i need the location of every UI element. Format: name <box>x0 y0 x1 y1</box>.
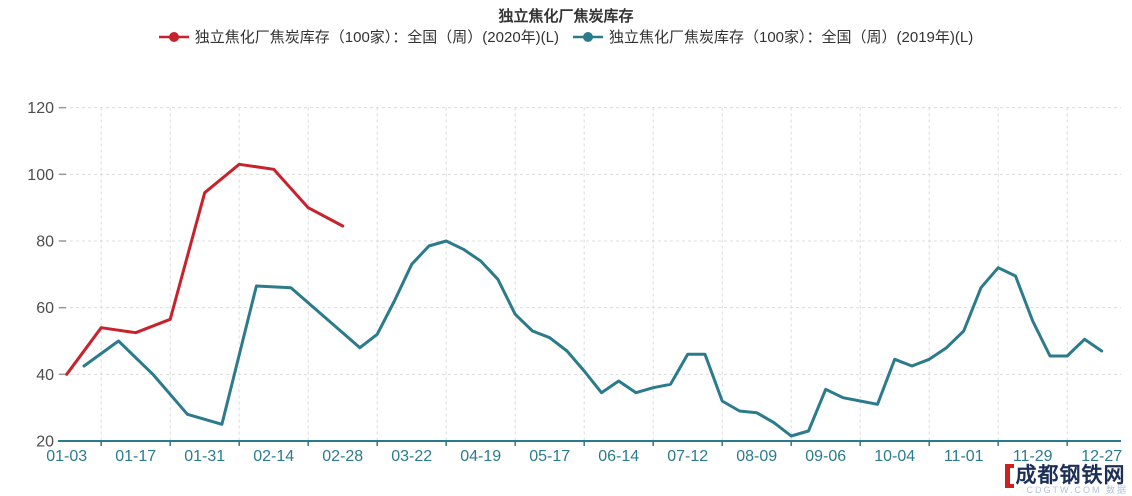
legend-marker-2019-icon <box>573 31 603 42</box>
x-tick-label: 03-22 <box>391 448 432 465</box>
x-tick-label: 11-29 <box>1013 448 1053 465</box>
x-tick-label: 02-14 <box>253 448 294 465</box>
legend-item-2020[interactable]: 独立焦化厂焦炭库存（100家）：全国（周）(2020年)(L) <box>158 26 559 47</box>
legend-marker-2020-icon <box>158 31 189 42</box>
x-tick-label: 04-19 <box>460 448 501 465</box>
x-tick-label: 07-12 <box>667 448 708 465</box>
x-tick-label: 01-31 <box>184 448 225 465</box>
x-tick-label: 05-17 <box>529 448 570 465</box>
y-tick-label: 60 <box>36 300 54 317</box>
y-tick-label: 80 <box>36 233 54 250</box>
x-tick-label: 01-03 <box>46 448 87 465</box>
y-tick-label: 20 <box>36 434 54 451</box>
y-tick-label: 120 <box>27 100 54 117</box>
legend-label-2019: 独立焦化厂焦炭库存（100家）：全国（周）(2019年)(L) <box>609 29 974 46</box>
x-tick-label: 09-06 <box>805 448 846 465</box>
legend-label-2020: 独立焦化厂焦炭库存（100家）：全国（周）(2020年)(L) <box>194 29 559 46</box>
x-tick-label: 12-27 <box>1081 448 1122 465</box>
x-tick-label: 11-01 <box>944 448 984 465</box>
y-tick-label: 40 <box>36 367 54 384</box>
series-2020-line[interactable] <box>65 162 345 376</box>
y-tick-label: 100 <box>27 167 54 184</box>
series-2019-line[interactable] <box>82 239 1104 438</box>
legend-item-2019[interactable]: 独立焦化厂焦炭库存（100家）：全国（周）(2019年)(L) <box>573 26 973 47</box>
x-tick-label: 08-09 <box>736 448 777 465</box>
x-tick-label: 02-28 <box>322 448 363 465</box>
chart-title: 独立焦化厂焦炭库存 <box>498 8 634 25</box>
legend: 独立焦化厂焦炭库存（100家）：全国（周）(2020年)(L) 独立焦化厂焦炭库… <box>0 26 1132 47</box>
x-tick-label: 06-14 <box>598 448 639 465</box>
x-tick-label: 01-17 <box>115 448 156 465</box>
x-tick-label: 10-04 <box>874 448 915 465</box>
